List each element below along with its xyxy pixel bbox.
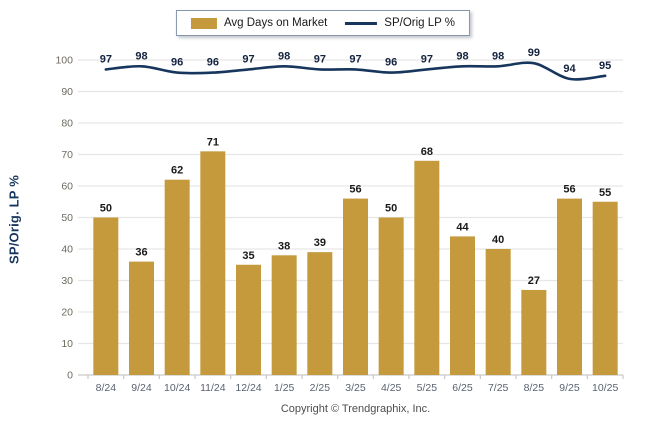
chart-legend: Avg Days on Market SP/Orig LP % [175, 10, 471, 36]
bar-value-label: 68 [421, 146, 433, 158]
bar [343, 198, 368, 375]
line-path [104, 61, 607, 81]
bar-series-swatch-icon [190, 17, 217, 29]
y-axis-title: SP/Orig. LP % [6, 174, 22, 265]
y-tick-label: 20 [61, 307, 73, 319]
legend-label-avg-days: Avg Days on Market [223, 17, 328, 29]
x-axis-label: 7/25 [488, 382, 509, 394]
y-tick-label: 10 [61, 338, 73, 350]
bar-value-label: 38 [278, 240, 290, 252]
line-value-label: 96 [171, 57, 183, 69]
x-axis-label: 9/25 [559, 382, 580, 394]
x-axis-label: 8/25 [524, 382, 545, 394]
x-axis-label: 5/25 [417, 382, 438, 394]
y-tick-label: 0 [67, 370, 73, 382]
y-tick-label: 50 [61, 212, 73, 224]
line-value-label: 98 [135, 50, 147, 62]
line-value-label: 94 [563, 63, 576, 75]
bar-value-label: 71 [207, 136, 219, 148]
x-axis-label: 6/25 [452, 382, 473, 394]
y-tick-label: 40 [61, 244, 73, 256]
bar-value-label: 62 [171, 165, 183, 177]
x-axis-label: 11/24 [200, 382, 226, 394]
line-value-label: 97 [314, 53, 326, 65]
line-value-label: 98 [492, 50, 504, 62]
line-value-label: 98 [456, 50, 468, 62]
bar [129, 261, 154, 375]
bar [592, 201, 618, 375]
x-axis-label: 8/24 [96, 382, 117, 394]
bar-value-label: 55 [599, 187, 611, 199]
bar-value-label: 39 [314, 237, 326, 249]
y-tick-label: 70 [61, 149, 73, 161]
y-tick-label: 60 [61, 181, 73, 193]
bar-value-label: 40 [492, 234, 504, 246]
bar [450, 236, 475, 375]
x-axis-label: 10/24 [164, 382, 190, 394]
x-axis-label: 9/24 [131, 382, 152, 394]
y-tick-label: 100 [55, 55, 73, 67]
bar [485, 249, 511, 375]
bar [271, 255, 297, 375]
bar-value-label: 56 [349, 184, 361, 196]
bar-value-label: 35 [242, 250, 254, 262]
x-axis-label: 10/25 [592, 382, 618, 394]
bar [378, 217, 404, 375]
x-axis-label: 1/25 [274, 382, 295, 394]
legend-item-avg-days: Avg Days on Market [190, 17, 328, 29]
y-tick-label: 80 [61, 118, 73, 130]
y-tick-label: 90 [61, 86, 73, 98]
line-value-label: 98 [278, 50, 290, 62]
bar [164, 179, 190, 375]
bar [236, 264, 261, 375]
line-value-label: 97 [242, 53, 254, 65]
bar [307, 252, 333, 375]
legend-item-sp-orig: SP/Orig LP % [345, 17, 455, 29]
bar [521, 289, 547, 375]
copyright-text: Copyright © Trendgraphix, Inc. [280, 403, 431, 415]
x-axis-label: 3/25 [345, 382, 366, 394]
bar-value-label: 36 [135, 247, 147, 259]
line-value-label: 97 [421, 53, 433, 65]
line-value-label: 96 [385, 57, 397, 69]
line-value-label: 97 [100, 53, 112, 65]
bar-value-label: 50 [385, 203, 397, 215]
bar [93, 217, 119, 375]
x-axis-label: 12/24 [235, 382, 261, 394]
line-value-label: 96 [207, 57, 219, 69]
legend-label-sp-orig: SP/Orig LP % [384, 17, 456, 29]
bar-value-label: 56 [563, 184, 575, 196]
line-series-swatch-icon [345, 21, 378, 25]
bar-value-label: 27 [528, 275, 540, 287]
bar-value-label: 44 [456, 221, 469, 233]
line-value-label: 95 [599, 60, 611, 72]
line-value-label: 99 [528, 47, 540, 59]
bar [557, 198, 582, 375]
y-tick-label: 30 [61, 275, 73, 287]
bar [200, 151, 226, 375]
x-axis-label: 4/25 [381, 382, 402, 394]
x-axis-label: 2/25 [310, 382, 331, 394]
line-value-label: 97 [349, 53, 361, 65]
bar-value-label: 50 [100, 203, 112, 215]
bar [414, 160, 440, 375]
